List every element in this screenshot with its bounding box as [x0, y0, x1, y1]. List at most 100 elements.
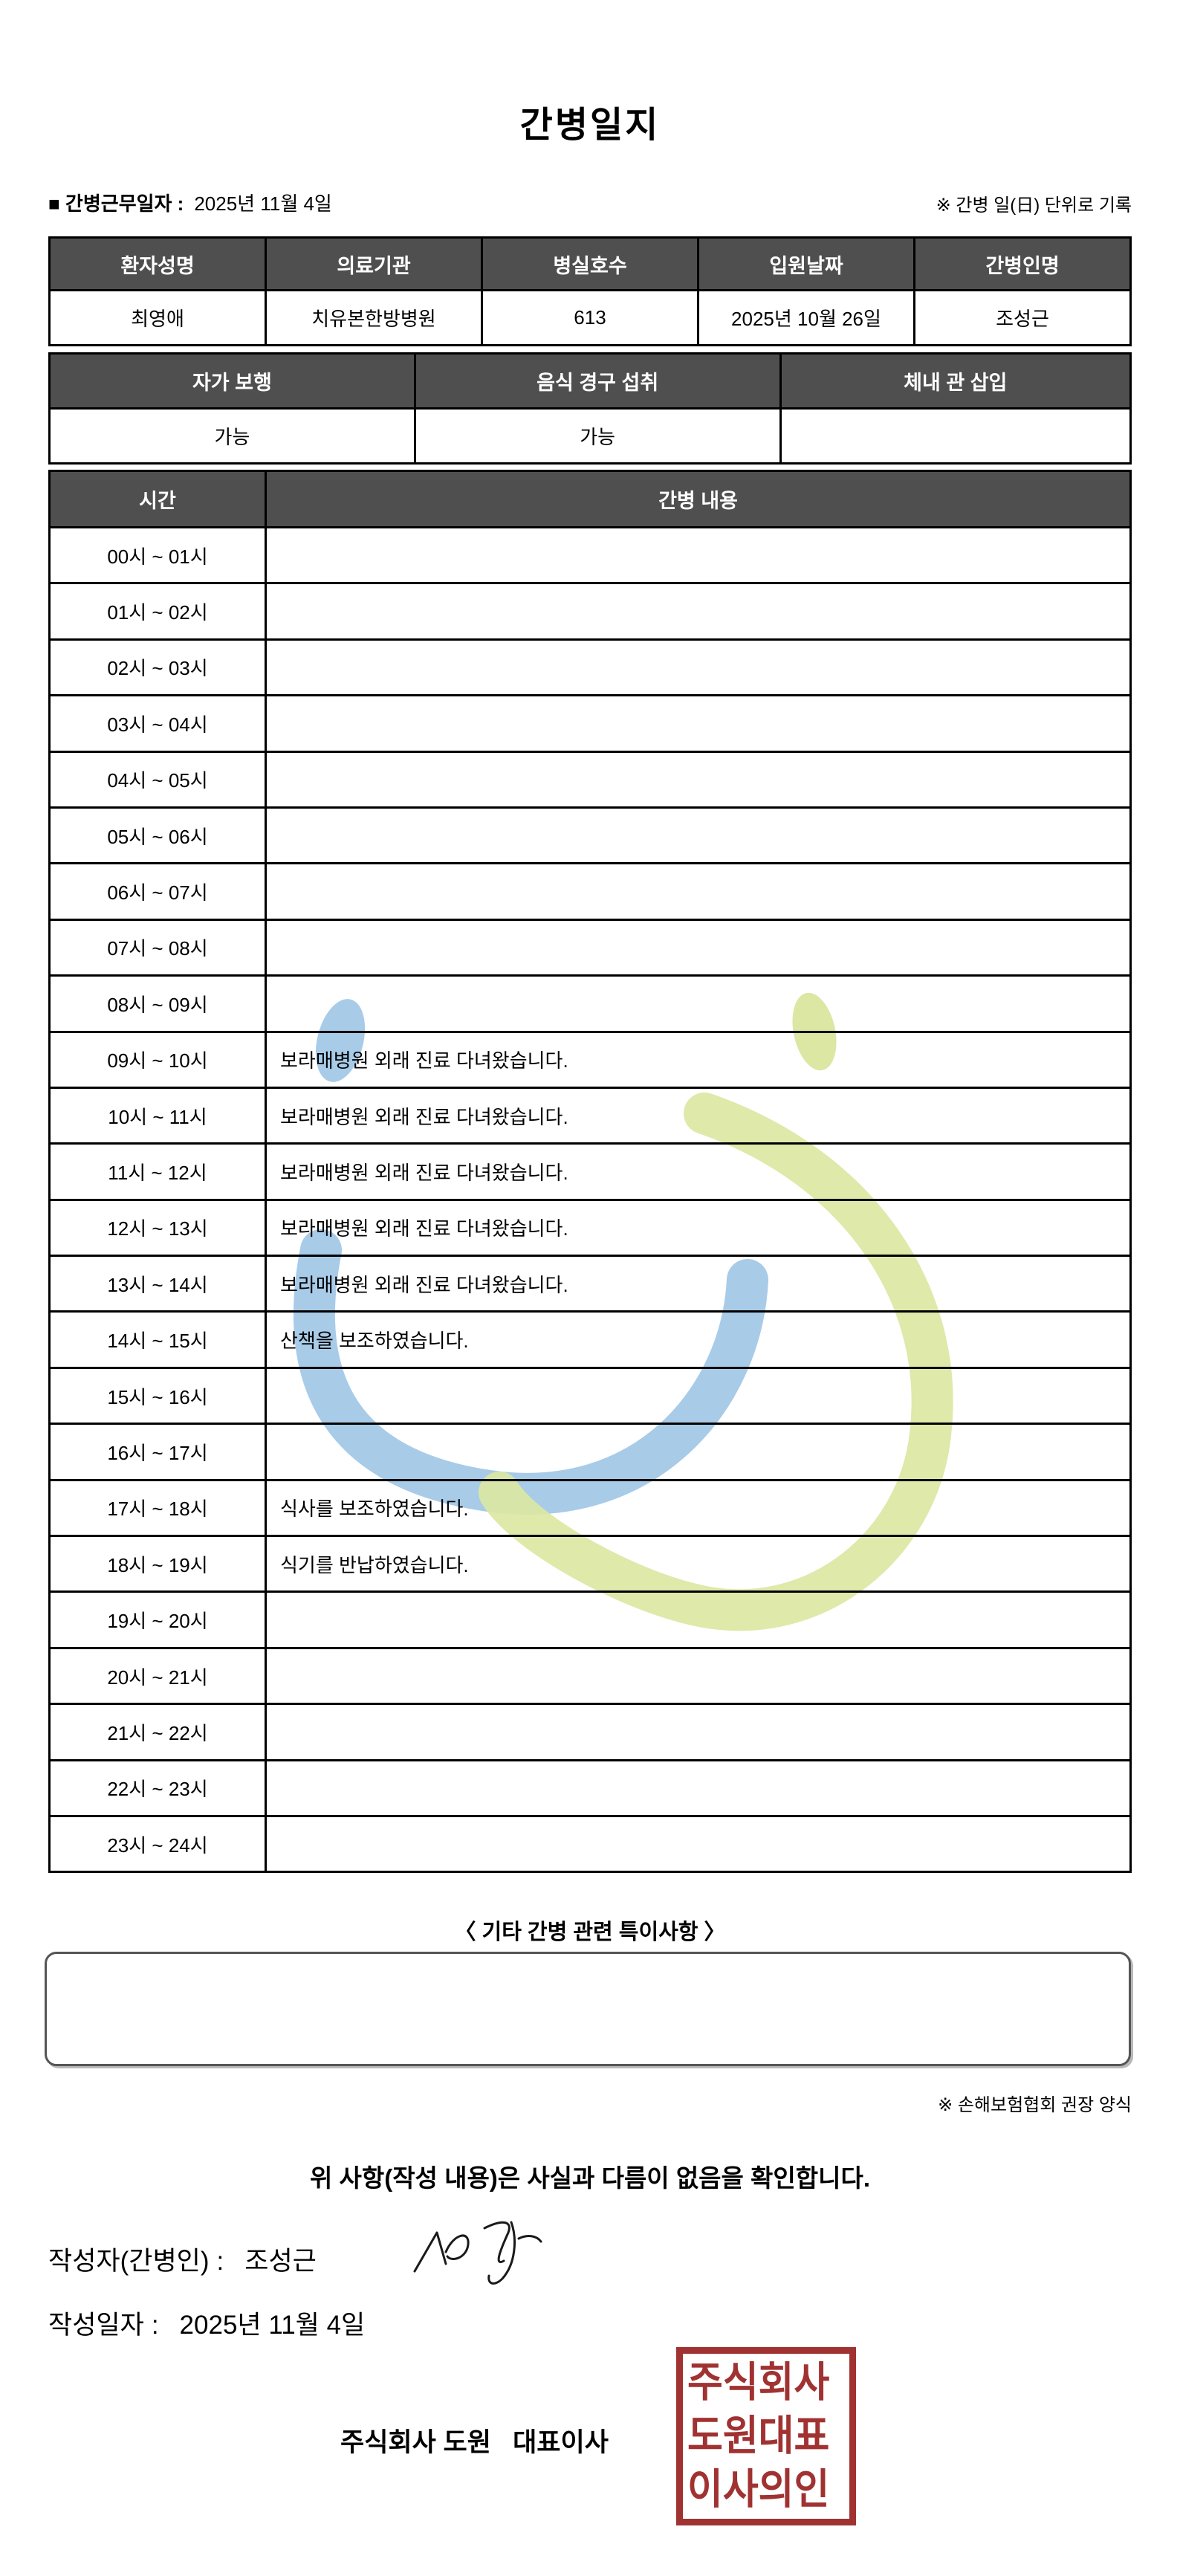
log-time-cell: 20시 ~ 21시: [48, 1646, 267, 1706]
log-time-cell: 15시 ~ 16시: [48, 1366, 267, 1425]
insurance-form-note: ※ 손해보험협회 권장 양식: [938, 2095, 1132, 2115]
special-notes-title: 〈 기타 간병 관련 특이사항 〉: [454, 1920, 726, 1944]
log-time-cell: 12시 ~ 13시: [48, 1198, 267, 1258]
header-tube-insertion: 체내 관 삽입: [779, 352, 1132, 410]
confirmation-statement: 위 사항(작성 내용)은 사실과 다름이 없음을 확인합니다.: [309, 2164, 871, 2192]
header-patient-name: 환자성명: [48, 236, 267, 291]
header-time: 시간: [48, 470, 267, 528]
log-row: 02시 ~ 03시: [48, 638, 1132, 697]
log-row: 20시 ~ 21시: [48, 1646, 1132, 1706]
log-content-cell: [265, 1646, 1132, 1706]
log-row: 21시 ~ 22시: [48, 1703, 1132, 1761]
log-row: 13시 ~ 14시 보라매병원 외래 진료 다녀왔습니다.: [48, 1255, 1132, 1313]
log-row: 12시 ~ 13시 보라매병원 외래 진료 다녀왔습니다.: [48, 1198, 1132, 1258]
log-content-cell: [265, 806, 1132, 865]
log-row: 04시 ~ 05시: [48, 750, 1132, 809]
tube-insertion-value: [779, 407, 1132, 465]
patient-header-row: 환자성명 의료기관 병실호수 입원날짜 간병인명: [48, 236, 1132, 291]
log-row: 14시 ~ 15시 산책을 보조하였습니다.: [48, 1310, 1132, 1369]
header-admission-date: 입원날짜: [697, 236, 915, 291]
write-date-value: 2025년 11월 4일: [179, 2311, 366, 2340]
log-row: 03시 ~ 04시: [48, 694, 1132, 753]
write-date-label: 작성일자: [48, 2311, 144, 2340]
log-time-cell: 18시 ~ 19시: [48, 1535, 267, 1593]
special-notes-box: [45, 1952, 1131, 2066]
seal-line-2: 도원대표: [687, 2412, 830, 2460]
log-time-cell: 00시 ~ 01시: [48, 525, 267, 585]
patient-status-table: 자가 보행 음식 경구 섭취 체내 관 삽입 가능 가능: [48, 352, 1132, 465]
log-content-cell: 보라매병원 외래 진료 다녀왔습니다.: [265, 1255, 1132, 1313]
log-content-cell: [265, 1590, 1132, 1649]
log-content-cell: [265, 525, 1132, 585]
seal-line-3: 이사의인: [687, 2466, 830, 2514]
log-row: 23시 ~ 24시: [48, 1814, 1132, 1874]
log-row: 10시 ~ 11시 보라매병원 외래 진료 다녀왔습니다.: [48, 1086, 1132, 1145]
log-content-cell: [265, 694, 1132, 753]
patient-value-row: 최영애 치유본한방병원 613 2025년 10월 26일 조성근: [48, 289, 1132, 346]
log-row: 16시 ~ 17시: [48, 1423, 1132, 1481]
company-ceo-line: 주식회사 도원 대표이사: [340, 2428, 609, 2457]
log-time-cell: 13시 ~ 14시: [48, 1255, 267, 1313]
corporate-seal-stamp: 주식회사 도원대표 이사의인: [676, 2347, 856, 2525]
log-time-cell: 03시 ~ 04시: [48, 694, 267, 753]
log-content-cell: [265, 582, 1132, 641]
work-date-label: ■ 간병근무일자 :: [48, 192, 184, 215]
status-header-row: 자가 보행 음식 경구 섭취 체내 관 삽입: [48, 352, 1132, 410]
log-time-cell: 11시 ~ 12시: [48, 1142, 267, 1201]
patient-info-table: 환자성명 의료기관 병실호수 입원날짜 간병인명 최영애 치유본한방병원 613…: [48, 236, 1132, 346]
header-room-number: 병실호수: [481, 236, 699, 291]
admission-date-value: 2025년 10월 26일: [697, 289, 915, 346]
log-row: 08시 ~ 09시: [48, 974, 1132, 1033]
care-log-table: 시간 간병 내용 00시 ~ 01시 01시 ~ 02시 02시 ~ 03시 0…: [48, 470, 1132, 1874]
log-content-cell: [265, 1423, 1132, 1481]
log-time-cell: 05시 ~ 06시: [48, 806, 267, 865]
log-time-cell: 14시 ~ 15시: [48, 1310, 267, 1369]
log-time-cell: 17시 ~ 18시: [48, 1478, 267, 1538]
log-content-cell: 보라매병원 외래 진료 다녀왔습니다.: [265, 1142, 1132, 1201]
log-time-cell: 22시 ~ 23시: [48, 1758, 267, 1817]
work-date-value: 2025년 11월 4일: [194, 192, 332, 215]
log-content-cell: 보라매병원 외래 진료 다녀왔습니다.: [265, 1198, 1132, 1258]
log-row: 18시 ~ 19시 식기를 반납하였습니다.: [48, 1535, 1132, 1593]
log-row: 01시 ~ 02시: [48, 582, 1132, 641]
signature-handwriting: [413, 2221, 542, 2285]
log-content-cell: [265, 638, 1132, 697]
self-walking-value: 가능: [48, 407, 416, 465]
log-content-cell: [265, 1814, 1132, 1874]
log-time-cell: 01시 ~ 02시: [48, 582, 267, 641]
log-content-cell: [265, 1703, 1132, 1761]
log-content-cell: [265, 1758, 1132, 1817]
header-caregiver-name: 간병인명: [913, 236, 1132, 291]
log-content-cell: [265, 862, 1132, 921]
meta-row: ■ 간병근무일자 : 2025년 11월 4일 ※ 간병 일(日) 단위로 기록: [48, 189, 1132, 216]
writer-name: 조성근: [244, 2247, 317, 2276]
room-number-value: 613: [481, 289, 699, 346]
log-row: 17시 ~ 18시 식사를 보조하였습니다.: [48, 1478, 1132, 1538]
header-care-content: 간병 내용: [265, 470, 1132, 528]
log-content-cell: 식사를 보조하였습니다.: [265, 1478, 1132, 1538]
log-row: 05시 ~ 06시: [48, 806, 1132, 865]
status-value-row: 가능 가능: [48, 407, 1132, 465]
writer-colon: :: [216, 2247, 224, 2276]
seal-line-1: 주식회사: [687, 2359, 830, 2407]
log-time-cell: 06시 ~ 07시: [48, 862, 267, 921]
daily-unit-note: ※ 간병 일(日) 단위로 기록: [936, 195, 1132, 216]
log-time-cell: 07시 ~ 08시: [48, 918, 267, 977]
log-time-cell: 08시 ~ 09시: [48, 974, 267, 1033]
log-time-cell: 09시 ~ 10시: [48, 1030, 267, 1089]
log-content-cell: [265, 974, 1132, 1033]
log-content-cell: 식기를 반납하였습니다.: [265, 1535, 1132, 1593]
header-oral-intake: 음식 경구 섭취: [413, 352, 782, 410]
log-time-cell: 23시 ~ 24시: [48, 1814, 267, 1874]
oral-intake-value: 가능: [413, 407, 782, 465]
log-header-row: 시간 간병 내용: [48, 470, 1132, 528]
caregiver-name-value: 조성근: [913, 289, 1132, 346]
log-row: 19시 ~ 20시: [48, 1590, 1132, 1649]
patient-name-value: 최영애: [48, 289, 267, 346]
log-time-cell: 21시 ~ 22시: [48, 1703, 267, 1761]
log-content-cell: [265, 750, 1132, 809]
log-content-cell: 산책을 보조하였습니다.: [265, 1310, 1132, 1369]
writer-label: 작성자(간병인): [48, 2247, 210, 2276]
work-date-line: ■ 간병근무일자 : 2025년 11월 4일: [48, 189, 332, 216]
log-row: 07시 ~ 08시: [48, 918, 1132, 977]
